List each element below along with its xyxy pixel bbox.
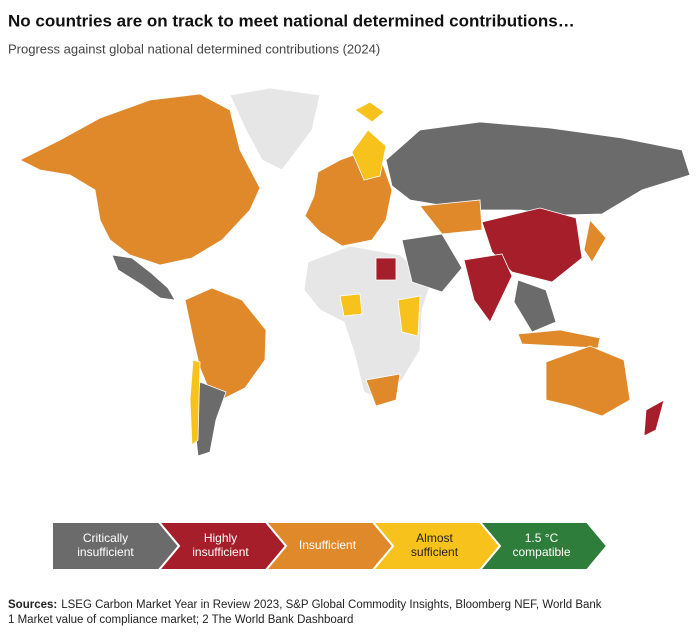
russia xyxy=(385,121,691,216)
south-america xyxy=(184,287,267,399)
greenland xyxy=(229,87,321,171)
legend-label: Almost xyxy=(416,531,453,545)
chile xyxy=(189,359,201,446)
footnote: 1 Market value of compliance market; 2 T… xyxy=(8,614,353,626)
subtitle: Progress against global national determi… xyxy=(8,41,380,56)
legend-label: 1.5 °C xyxy=(525,531,559,545)
australia xyxy=(545,345,631,417)
india xyxy=(463,253,513,323)
nigeria xyxy=(339,293,363,317)
scandinavia xyxy=(351,129,387,181)
new-zealand xyxy=(643,399,665,437)
legend-label: insufficient xyxy=(192,545,249,559)
egypt xyxy=(375,257,397,281)
indonesia xyxy=(517,329,601,349)
svalbard xyxy=(354,101,385,123)
mexico xyxy=(111,254,176,301)
middle-east xyxy=(401,233,463,293)
sources: Sources: LSEG Carbon Market Year in Revie… xyxy=(8,599,602,611)
kenya xyxy=(397,295,421,337)
legend-arrow xyxy=(477,521,609,571)
central-asia xyxy=(419,199,483,235)
legend-label: Highly xyxy=(204,531,237,545)
sources-label: Sources: xyxy=(8,599,57,611)
north-america xyxy=(19,93,261,266)
legend-label: Insufficient xyxy=(299,538,357,552)
title: No countries are on track to meet nation… xyxy=(8,11,575,30)
legend-label: sufficient xyxy=(411,545,459,559)
legend-label: compatible xyxy=(512,545,570,559)
legend-label: Critically xyxy=(83,531,128,545)
sources-text: LSEG Carbon Market Year in Review 2023, … xyxy=(61,599,602,611)
legend: CriticallyinsufficientHighlyinsufficient… xyxy=(51,521,609,571)
legend-label: insufficient xyxy=(77,545,134,559)
world-map xyxy=(19,87,691,457)
japan xyxy=(583,219,607,263)
southeast-asia xyxy=(513,279,557,333)
south-africa xyxy=(365,373,401,407)
